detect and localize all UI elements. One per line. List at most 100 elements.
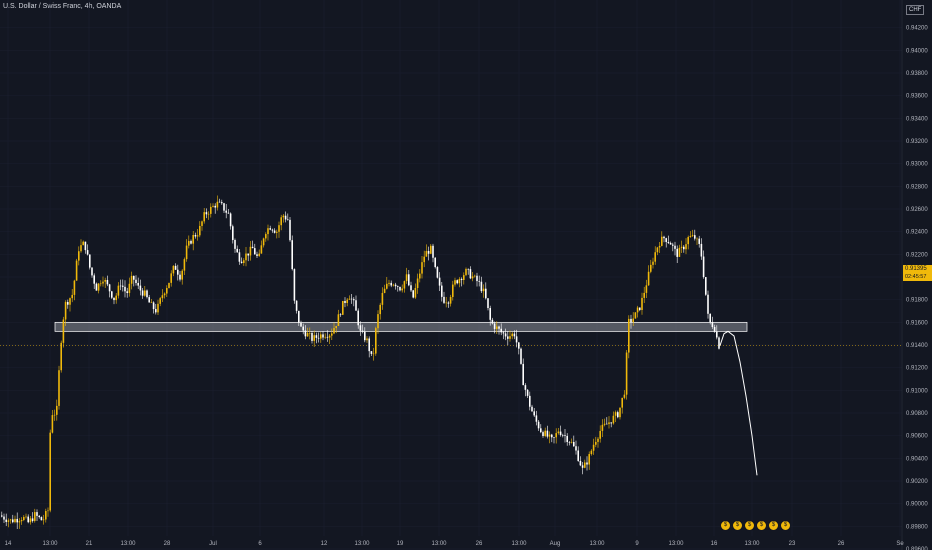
candle-body [390,282,392,286]
candle [687,235,689,250]
candle-body [291,240,293,270]
candle [23,515,25,522]
candle [152,301,155,314]
candle-body [161,295,164,299]
event-marker[interactable]: $ [780,520,791,531]
candle-body [689,236,692,238]
candle-body [196,235,199,237]
candle [656,246,659,256]
candle [260,240,263,254]
candle-body [106,280,109,285]
candle-body [97,283,100,291]
candle-body [421,262,423,274]
candle [9,518,12,524]
candle [397,285,399,292]
candle [100,280,102,287]
candle-body [126,291,128,293]
candle-body [95,283,98,291]
y-tick-label: 0.91400 [906,343,928,349]
x-tick-label: 13:00 [589,541,605,547]
candle-body [570,441,573,443]
candle-body [590,450,593,455]
candle [403,280,406,293]
candle-body [658,245,661,248]
candle-body [122,285,124,287]
candle [410,281,412,293]
candle-body [174,265,177,270]
candle [381,287,384,310]
candle [555,428,557,444]
candle [254,243,256,255]
candle-body [696,238,698,240]
projection-line [719,330,758,476]
event-markers[interactable]: $ $ $ $ $ $ [720,520,791,531]
candle-body [656,247,659,253]
candle-body [232,226,234,240]
y-tick-label: 0.90200 [906,479,928,485]
candle-body [544,430,546,437]
candle-body [119,285,122,287]
event-marker[interactable]: $ [744,520,755,531]
candle [196,229,199,241]
candle [53,409,56,421]
candle [408,269,410,287]
candle-body [269,228,271,230]
candle-body [557,431,560,434]
y-tick-label: 0.91000 [906,388,928,394]
candle-body [100,283,102,285]
candle-body [86,250,89,255]
candle [511,331,513,340]
candle-body [709,313,711,323]
event-marker[interactable]: $ [732,520,743,531]
support-zone-rect [54,321,748,332]
candle [456,279,458,285]
candle [91,267,93,278]
candle [436,266,439,279]
candle-body [427,251,430,254]
candle-body [678,247,681,257]
candle [680,240,683,253]
y-tick-label: 0.91200 [906,366,928,372]
candle [476,272,478,287]
candle-body [243,260,245,263]
event-marker[interactable]: $ [720,520,731,531]
candle [507,331,509,346]
candle-body [150,302,153,304]
candle-body [89,254,91,268]
candle-body [524,385,527,390]
candle [247,253,249,262]
candle [559,425,562,437]
candle [225,203,227,219]
candle [113,297,115,305]
candle [29,515,32,525]
candle-body [278,225,280,232]
candle-body [280,217,282,226]
currency-label[interactable]: CHF [906,5,925,15]
candle [685,238,687,255]
candle [628,315,630,359]
candle [31,512,34,523]
candle [595,436,597,448]
candle [232,224,234,244]
x-tick-label: 28 [164,541,171,547]
candle-body [214,205,216,208]
candle-body [654,252,656,262]
candle [588,451,590,470]
candle [133,275,135,287]
candle [658,241,661,254]
event-marker[interactable]: $ [756,520,767,531]
candle [348,295,351,300]
candle-body [700,243,703,257]
candle-body [346,299,348,303]
candle [3,513,5,524]
candle [667,235,670,244]
event-marker[interactable]: $ [768,520,779,531]
candle [256,251,258,258]
y-tick-label: 0.93800 [906,71,928,77]
candle-body [491,319,494,324]
candle-body [58,370,60,406]
candle [93,273,95,290]
candle-body [661,236,663,246]
candle [691,229,694,237]
